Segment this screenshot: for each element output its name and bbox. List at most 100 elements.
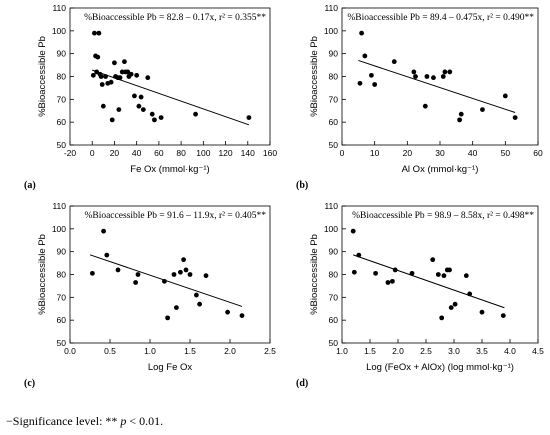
data-point [356, 252, 362, 258]
data-point [392, 267, 398, 273]
data-point [391, 59, 397, 65]
x-tick-label: 80 [176, 148, 186, 158]
y-axis-label-d: %Bioaccessible Pb [309, 234, 320, 315]
data-point [457, 117, 462, 123]
panel-d: 50 60 70 80 90 100 110 1.0 1.5 2.0 2.5 3.0 3.5 4.0 4.5… [296, 201, 544, 389]
panel-label-b: (b) [296, 180, 308, 191]
data-point [440, 74, 446, 79]
significance-footnote: −Significance level: ** p < 0.01. [6, 414, 163, 429]
y-tick-label: 90 [329, 49, 339, 59]
y-tick-label: 110 [324, 201, 338, 211]
data-point [109, 117, 115, 123]
y-tick-label: 110 [52, 201, 66, 211]
x-tick-label: 1.0 [144, 346, 156, 356]
data-point [178, 269, 183, 275]
data-point [92, 30, 97, 36]
regression-equation-c: %Bioaccessible Pb = 91.6 – 11.9x, r² = 0… [84, 211, 266, 221]
data-point [140, 107, 146, 113]
data-point [458, 111, 464, 117]
y-tick-label: 60 [329, 117, 339, 127]
data-point [98, 74, 104, 79]
x-tick-label: 0.5 [104, 346, 116, 356]
y-tick-label: 50 [57, 338, 67, 348]
data-point [171, 272, 177, 277]
data-point [119, 69, 125, 75]
data-point [502, 93, 508, 99]
data-point [422, 103, 428, 109]
x-tick-label: 40 [468, 148, 478, 158]
y-tick-label: 70 [57, 94, 67, 104]
data-point [385, 280, 391, 285]
data-point [413, 74, 418, 79]
data-point [90, 72, 96, 78]
data-point [351, 269, 357, 275]
y-tick-label: 80 [57, 270, 67, 280]
data-point [447, 69, 453, 75]
y-tick-label: 100 [52, 224, 66, 234]
data-point [500, 313, 506, 318]
x-tick-label: 40 [132, 148, 142, 158]
data-point [100, 103, 106, 109]
data-point [372, 82, 378, 87]
y-tick-label: 50 [329, 140, 339, 150]
x-tick-label: 2.0 [224, 346, 236, 356]
x-axis-label-c: Log Fe Ox [148, 362, 193, 373]
footnote-prefix: −Significance level: ** [6, 414, 121, 428]
y-tick-label: 60 [329, 315, 339, 325]
data-point [99, 82, 105, 87]
data-point [239, 313, 245, 318]
y-tick-label: 80 [57, 72, 67, 82]
data-point [135, 272, 141, 277]
x-tick-label: 1.5 [364, 346, 376, 356]
x-tick-label: 60 [533, 148, 543, 158]
y-tick-label: 100 [324, 26, 338, 36]
x-tick-label: 2.5 [420, 346, 432, 356]
data-point [225, 309, 231, 315]
data-point [369, 72, 374, 78]
data-point [435, 272, 441, 277]
x-tick-label: 120 [218, 148, 232, 158]
data-point [512, 115, 518, 120]
data-point [158, 115, 164, 120]
data-point [424, 74, 430, 79]
data-point [117, 75, 123, 81]
data-point [174, 305, 179, 311]
x-axis-label-b: Al Ox (mmol·kg⁻¹) [402, 164, 479, 175]
plot-frame-c [69, 205, 271, 344]
data-point [162, 278, 167, 284]
data-point [430, 257, 436, 263]
data-point [362, 53, 368, 59]
x-tick-label: 0 [340, 148, 345, 158]
data-point [183, 267, 189, 273]
data-point [103, 74, 108, 79]
panel-c: 50 60 70 80 90 100 110 0.0 0.5 1.0 1.5 2.0 2.5 %Bioac… [24, 201, 276, 389]
data-point [115, 267, 121, 273]
regression-equation-d: %Bioaccessible Pb = 98.9 – 8.58x, r² = 0… [352, 211, 534, 221]
data-point [246, 115, 252, 120]
data-point [439, 315, 445, 321]
y-tick-label: 70 [329, 94, 339, 104]
y-axis-label-c: %Bioaccessible Pb [37, 234, 48, 315]
y-tick-label: 50 [57, 140, 67, 150]
regression-equation-a: %Bioaccessible Pb = 82.8 – 0.17x, r² = 0… [84, 13, 266, 23]
data-point [187, 272, 193, 277]
x-tick-label: 100 [196, 148, 210, 158]
x-tick-label: 3.0 [448, 346, 460, 356]
data-point [448, 305, 454, 311]
data-point [152, 117, 157, 123]
data-point [128, 71, 134, 77]
data-point [165, 315, 171, 321]
data-point [359, 30, 364, 36]
data-point [145, 75, 151, 81]
data-point [442, 69, 448, 75]
data-point [122, 59, 127, 65]
data-point [96, 30, 102, 36]
data-point [480, 107, 485, 113]
y-tick-label: 60 [57, 117, 67, 127]
x-tick-label: 3.5 [476, 346, 488, 356]
y-axis-label-a: %Bioaccessible Pb [37, 36, 48, 117]
data-point [116, 107, 122, 113]
x-tick-label: 140 [241, 148, 255, 158]
y-tick-label: 60 [57, 315, 67, 325]
